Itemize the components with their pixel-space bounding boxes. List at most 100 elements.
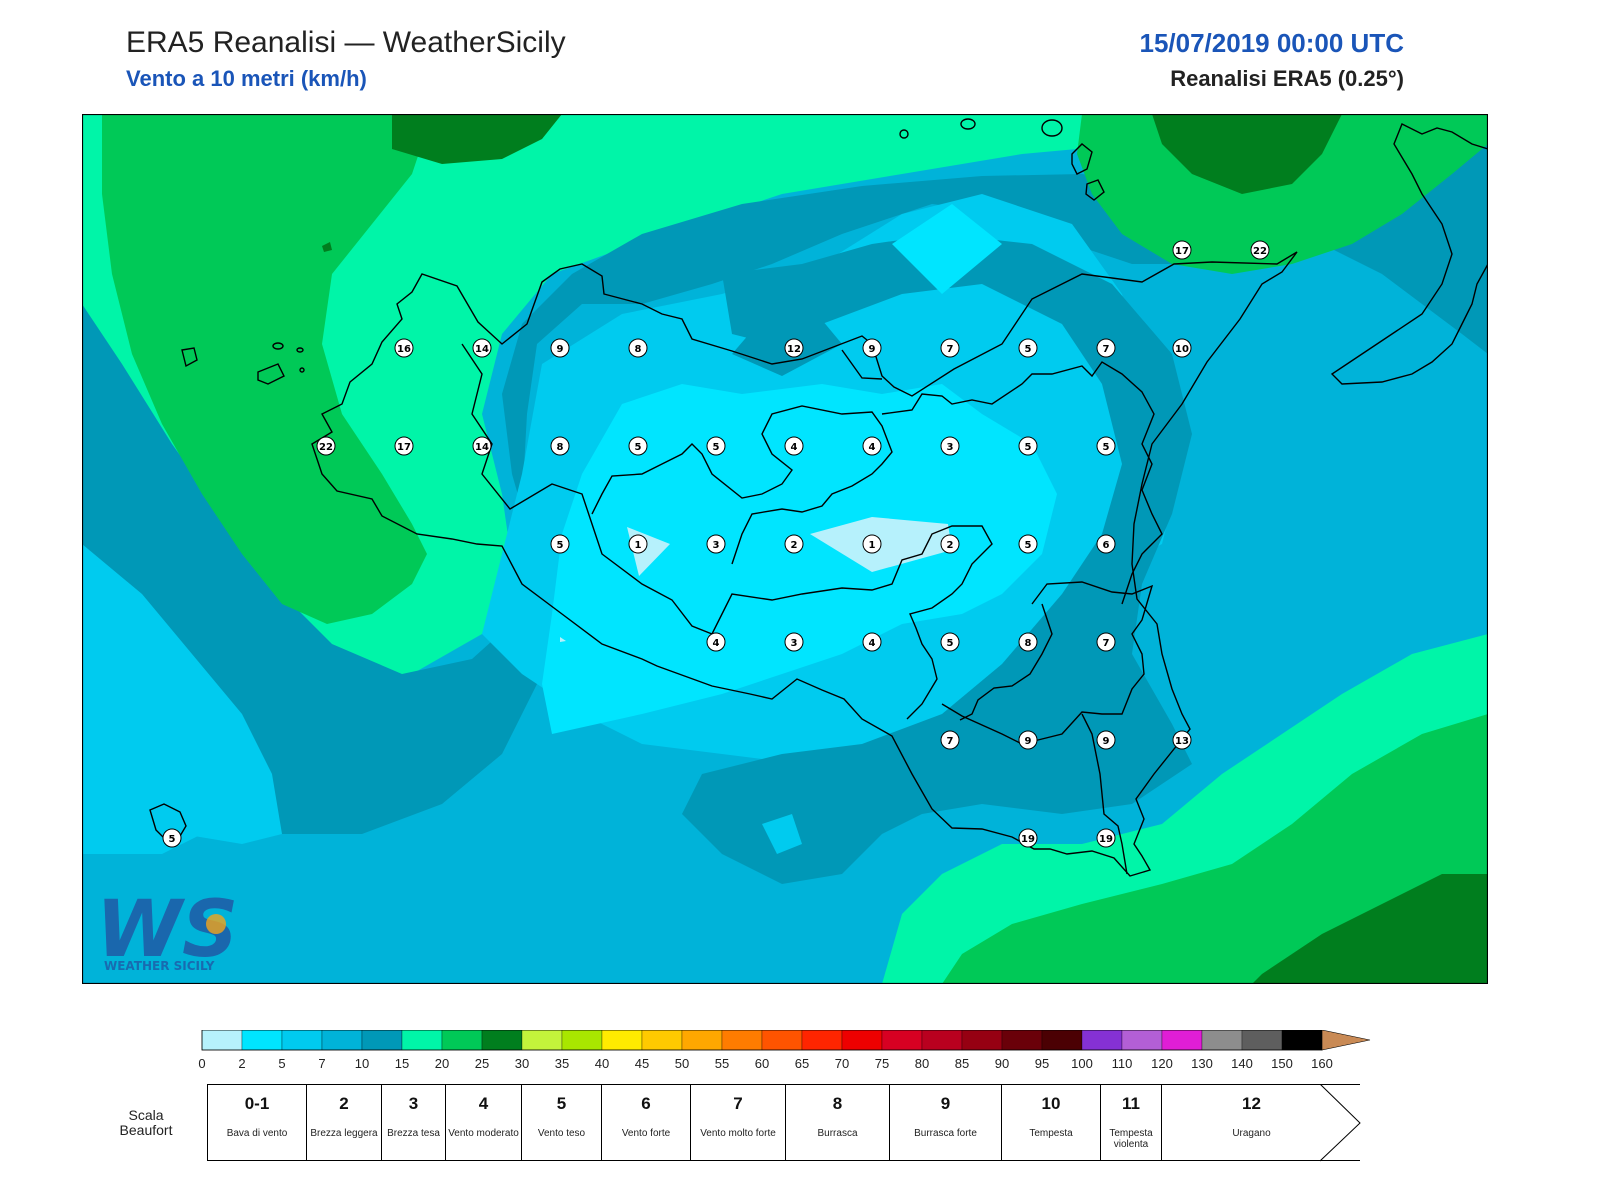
beaufort-description: Brezza leggera [310,1128,378,1139]
island [899,129,909,139]
wind-station-marker: 5 [1018,534,1038,554]
beaufort-description: Burrasca [817,1128,858,1139]
colorbar-tick-label: 2 [238,1056,246,1071]
wind-station-value: 8 [635,344,642,355]
colorbar-cell [281,1030,323,1051]
colorbar-tick-label: 70 [834,1056,850,1071]
colorbar-tick-label: 0 [198,1056,206,1071]
colorbar-cell [561,1030,603,1051]
wind-station-value: 2 [791,540,798,551]
colorbar-tick-label: 40 [594,1056,610,1071]
wind-station-marker: 7 [1096,632,1116,652]
wind-station-value: 5 [1025,442,1032,453]
colorbar-cell [1161,1030,1203,1051]
wind-station-marker: 12 [784,338,804,358]
beaufort-cell: 6 Vento forte [601,1084,690,1160]
colorbar-tick-label: 35 [554,1056,570,1071]
map-resolution: Reanalisi ERA5 (0.25°) [1170,66,1404,91]
beaufort-cell: 3 Brezza tesa [381,1084,445,1160]
wind-station-value: 8 [1025,638,1032,649]
colorbar-cell [441,1030,483,1051]
wind-station-value: 3 [947,442,954,453]
field-25-plus-southeast [1252,874,1488,984]
colorbar-tick-label: 90 [994,1056,1010,1071]
beaufort-number: 0-1 [244,1094,270,1113]
wind-station-marker: 8 [1018,632,1038,652]
wind-station-value: 9 [869,344,876,355]
wind-station-marker: 9 [862,338,882,358]
wind-station-value: 5 [947,638,954,649]
wind-station-marker: 5 [940,632,960,652]
colorbar-tick-label: 160 [1311,1056,1333,1071]
beaufort-arrow-icon [1320,1084,1361,1162]
beaufort-description: Tempesta [1029,1128,1073,1139]
wind-station-value: 6 [1103,540,1110,551]
colorbar-tick-label: 7 [318,1056,326,1071]
wind-station-marker: 4 [862,632,882,652]
province-border [1081,713,1128,875]
wind-station-marker: 4 [862,436,882,456]
wind-station-value: 3 [791,638,798,649]
wind-station-marker: 1 [628,534,648,554]
wind-station-marker: 14 [472,436,492,456]
colorbar-tick-label: 45 [634,1056,650,1071]
sun-icon [206,914,226,934]
field-10-15-ring [682,234,1192,884]
colorbar-tick-label: 5 [278,1056,286,1071]
wind-station-marker: 8 [550,436,570,456]
beaufort-description: Brezza tesa [387,1128,440,1139]
beaufort-cell: 8 Burrasca [785,1084,889,1160]
island [299,367,305,373]
field-0-2-speck [560,637,566,642]
wind-station-marker: 14 [472,338,492,358]
colorbar-cell [601,1030,643,1051]
colorbar-cell [881,1030,923,1051]
colorbar-cell [841,1030,883,1051]
wind-station-value: 16 [397,344,411,355]
colorbar-tick-label: 85 [954,1056,970,1071]
beaufort-number: 5 [556,1094,567,1113]
wind-station-marker: 19 [1018,828,1038,848]
province-border [461,343,993,720]
colorbar-tick-label: 65 [794,1056,810,1071]
wind-station-value: 22 [1253,246,1267,257]
map-frame [82,114,1488,984]
wind-station-value: 19 [1021,834,1035,845]
wind-station-marker: 7 [940,730,960,750]
wind-station-marker: 3 [784,632,804,652]
wind-station-marker: 5 [550,534,570,554]
coastline [149,118,1488,877]
wind-station-value: 4 [869,638,876,649]
wind-station-value: 5 [635,442,642,453]
island [960,118,976,130]
wind-station-marker: 5 [1018,338,1038,358]
field-25-plus-north [392,114,562,164]
map-subtitle: Vento a 10 metri (km/h) [126,66,367,91]
wind-station-marker: 5 [1096,436,1116,456]
wind-station-marker: 22 [316,436,336,456]
island [1085,179,1105,201]
colorbar-cell [201,1030,243,1051]
beaufort-cell: 12 Uragano [1161,1084,1341,1160]
wind-station-value: 4 [791,442,798,453]
colorbar-tick-label: 20 [434,1056,450,1071]
island [181,347,198,368]
beaufort-cell: 0-1 Bava di vento [207,1084,306,1160]
colorbar-cell [1281,1030,1323,1051]
colorbar-cell [681,1030,723,1051]
map-title: ERA5 Reanalisi — WeatherSicily [126,26,566,59]
wind-station-marker: 3 [706,534,726,554]
colorbar-cell [1081,1030,1123,1051]
map-datetime: 15/07/2019 00:00 UTC [1139,28,1404,58]
field-5-7-southwest [82,544,282,844]
beaufort-description: Vento molto forte [700,1128,776,1139]
colorbar-tick-label: 80 [914,1056,930,1071]
colorbar-cell [321,1030,363,1051]
wind-station-value: 10 [1175,344,1189,355]
wind-station-marker: 9 [1018,730,1038,750]
wind-station-value: 5 [1025,344,1032,355]
beaufort-number: 9 [940,1094,951,1113]
beaufort-cell: 4 Vento moderato [445,1084,521,1160]
colorbar-cell [361,1030,403,1051]
beaufort-cell: 10 Tempesta [1001,1084,1100,1160]
